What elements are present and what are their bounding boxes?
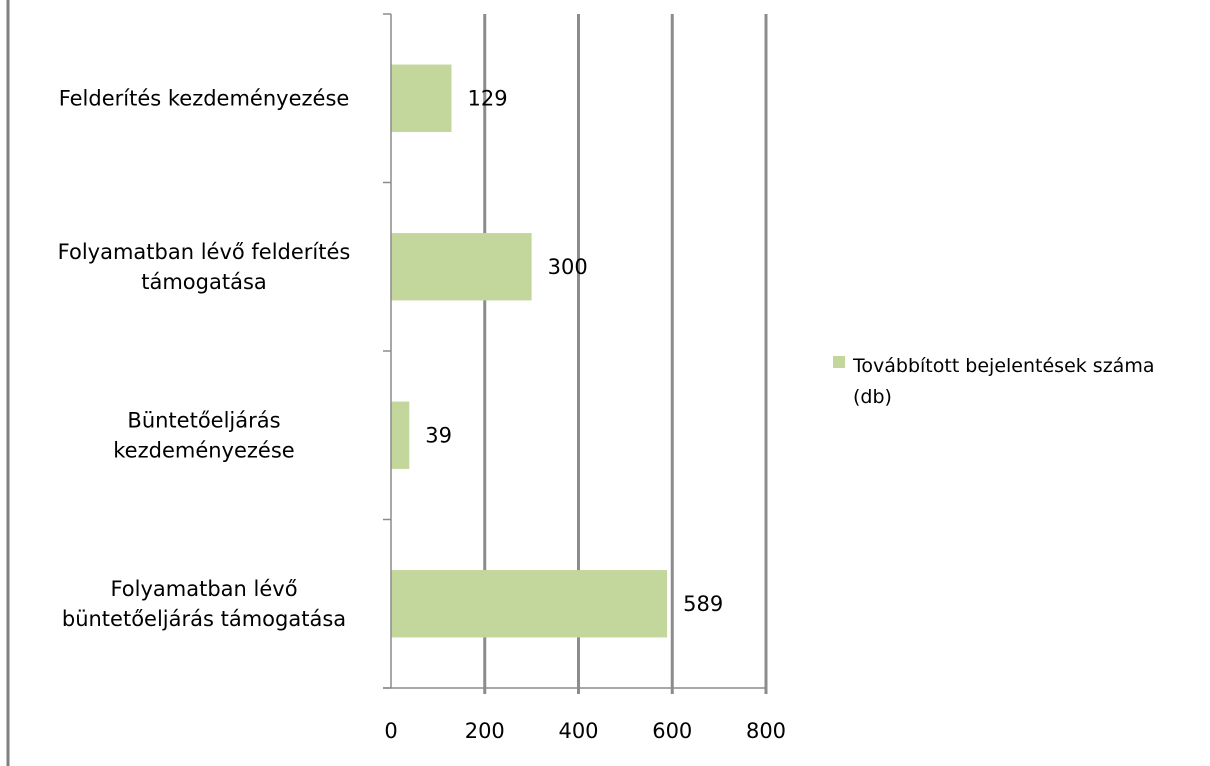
category-label: Folyamatban lévő	[110, 577, 297, 601]
x-tick-label: 800	[746, 719, 786, 743]
category-label: kezdeményezése	[113, 438, 294, 462]
legend-label-line-1: Továbbított bejelentések száma	[852, 355, 1154, 377]
legend: Továbbított bejelentések száma (db)	[833, 355, 1154, 408]
category-label: Felderítés kezdeményezése	[59, 86, 350, 110]
category-label: Folyamatban lévő felderítés	[58, 240, 351, 264]
x-tick-label: 600	[652, 719, 692, 743]
bar	[391, 64, 452, 132]
bar	[391, 233, 532, 301]
category-label: büntetőeljárás támogatása	[62, 607, 346, 631]
data-label: 39	[425, 423, 452, 447]
bar	[391, 570, 668, 638]
category-label: Büntetőeljárás	[127, 408, 280, 432]
legend-label-line-2: (db)	[853, 386, 892, 408]
data-label: 129	[467, 86, 507, 110]
x-tick-label: 0	[384, 719, 397, 743]
x-tick-label: 400	[558, 719, 598, 743]
axes	[383, 13, 766, 689]
labels: 0 200 400 600 800 129 Felderítés kezdeményezés…	[58, 86, 786, 743]
bars	[391, 64, 668, 638]
category-label: támogatása	[141, 270, 267, 294]
bar	[391, 401, 410, 469]
legend-swatch	[833, 356, 845, 368]
x-tick-label: 200	[465, 719, 505, 743]
data-label: 300	[548, 255, 588, 279]
data-label: 589	[683, 592, 723, 616]
